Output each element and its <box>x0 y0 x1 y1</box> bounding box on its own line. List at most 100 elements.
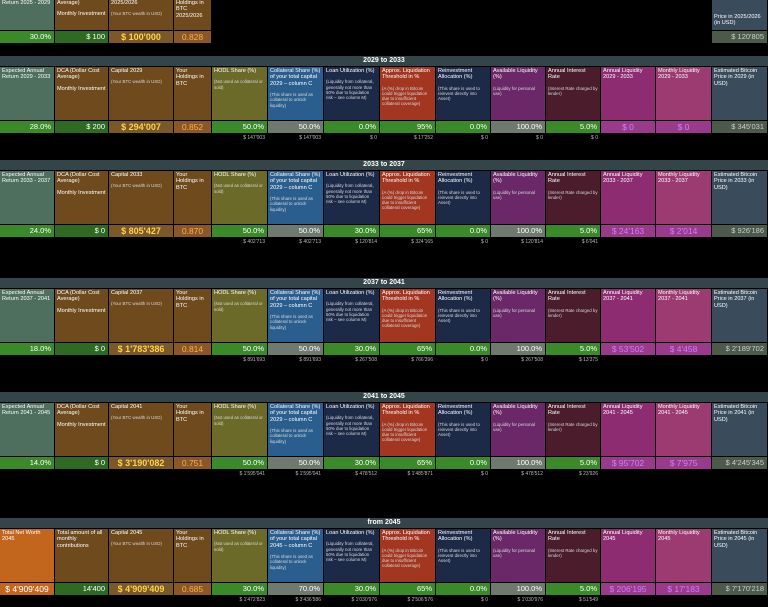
sub-value: $ 3'436'586 <box>295 597 321 603</box>
header-title: Capital 2045 <box>111 530 143 536</box>
header-title: Annual Interest Rate <box>548 68 586 81</box>
header-title: Approx. Liquidation Threshold in % <box>382 290 430 303</box>
value-cell: 30.0% <box>324 457 380 469</box>
sub-value: $ 0 <box>370 135 377 141</box>
header-cell: Annual Liquidity 2033 - 2037 <box>601 171 656 224</box>
header-note: (Interest Rate charged by lender) <box>548 547 598 559</box>
header-cell: Your Holdings in BTC <box>174 403 212 456</box>
header-cell: Your Holdings in BTC <box>174 171 212 224</box>
sub-value: $ 0 <box>481 597 488 603</box>
header-title: Annual Liquidity 2045 <box>603 530 643 543</box>
header-title: Reinvestment Allocation (%) <box>438 404 473 417</box>
value-cell: 0.814 <box>174 343 212 355</box>
header-note: (Liquidity for personal use) <box>493 85 535 97</box>
value-cell: $ 4'245'345 <box>712 457 768 469</box>
value-cell: 5.0% <box>546 225 601 237</box>
header-title: Estimated Bitcoin Price in 2045 (in USD) <box>714 530 758 549</box>
header-cell: HODL Share (%) (Not used as collateral or… <box>212 67 268 120</box>
sub-value: $ 0 <box>536 135 543 141</box>
header-cell: Annual Liquidity 2041 - 2045 <box>601 403 656 456</box>
sub-value: $ 0 <box>481 357 488 363</box>
value-cell: $ 4'458 <box>656 343 712 355</box>
header-note: (A (%) drop in Bitcoin could trigger liq… <box>382 547 428 569</box>
header-cell: Monthly Liquidity 2041 - 2045 <box>656 403 712 456</box>
header-subtitle: Monthly Investment <box>57 421 106 428</box>
section-title: 2041 to 2045 <box>0 392 768 402</box>
header-title: Your Holdings in BTC <box>176 68 204 87</box>
header-cell: Expected Annual Return 2029 - 2033 <box>0 67 55 120</box>
value-cell: 65% <box>380 225 436 237</box>
header-title: Loan Utilization (%) <box>326 404 375 410</box>
sub-value: $ 402'713 <box>299 239 321 245</box>
value-cell: 14'400 <box>55 583 109 595</box>
value-cell: 100.0% <box>491 583 546 595</box>
value-cell: 0.751 <box>174 457 212 469</box>
header-title: Expected Annual Return 2029 - 2033 <box>2 68 51 81</box>
header-title: HODL Share (%) <box>214 172 257 178</box>
header-note: (Not used as collateral or sold) <box>214 301 263 312</box>
value-cell: 30.0% <box>212 583 268 595</box>
header-title: Reinvestment Allocation (%) <box>438 290 473 303</box>
header-cell: Reinvestment Allocation (%) (This share i… <box>436 529 491 582</box>
value-cell: $ 0 <box>601 121 656 133</box>
header-cell: Loan Utilization (%) (Liquidity from coll… <box>324 403 380 456</box>
value-cell: 65% <box>380 457 436 469</box>
header-title: Available Liquidity (%) <box>493 530 538 543</box>
value-cell: $ 294'007 <box>109 121 174 133</box>
header-cell: Total amount of all monthly contribution… <box>55 529 109 582</box>
value-cell: $ 17'183 <box>656 583 712 595</box>
header-cell: Approx. Liquidation Threshold in % (A (%)… <box>380 67 436 120</box>
header-title: Loan Utilization (%) <box>326 68 375 74</box>
value-cell: 18.0% <box>0 343 55 355</box>
header-title: Return 2025 - 2029 <box>2 0 51 6</box>
header-title: Capital 2041 <box>111 404 143 410</box>
header-title: Collateral Share (%) of your total capit… <box>270 172 321 191</box>
section-title: from 2045 <box>0 518 768 528</box>
header-title: Expected Annual Return 2033 - 2037 <box>2 172 51 185</box>
header-title: Annual Interest Rate <box>548 404 586 417</box>
sub-value: $ 1'595'041 <box>239 471 265 477</box>
value-cell: 0.852 <box>174 121 212 133</box>
header-note: (This share is used to reinvest directly… <box>438 547 480 564</box>
header-cell: Estimated Bitcoin Price in 2037 (in USD) <box>712 289 768 342</box>
header-title: Available Liquidity (%) <box>493 290 538 303</box>
value-cell: 24.0% <box>0 225 55 237</box>
header-cell: HODL Share (%) (Not used as collateral or… <box>212 171 268 224</box>
header-note: (This share is used to reinvest directly… <box>438 189 480 206</box>
value-cell: $ 100 <box>55 31 109 43</box>
sub-value: $ 478'512 <box>355 471 377 477</box>
header-cell: Monthly Liquidity 2033 - 2037 <box>656 171 712 224</box>
header-subtitle: Monthly Investment <box>57 85 106 92</box>
header-cell: Annual Liquidity 2045 <box>601 529 656 582</box>
header-cell: Annual Liquidity 2029 - 2033 <box>601 67 656 120</box>
header-note: (Not used as collateral or sold) <box>214 541 263 552</box>
header-title: Capital 2029 <box>111 68 143 74</box>
header-title: Annual Liquidity 2037 - 2041 <box>603 290 643 303</box>
value-cell: 50.0% <box>212 121 268 133</box>
header-title: HODL Share (%) <box>214 404 257 410</box>
sub-value: $ 120'814 <box>355 239 377 245</box>
header-note: (Your BTC wealth in USD) <box>111 79 162 85</box>
header-cell: Your Holdings in BTC <box>174 289 212 342</box>
sub-value: $ 13'375 <box>578 357 598 363</box>
header-title: Monthly Liquidity 2045 <box>658 530 700 543</box>
section-title: 2033 to 2037 <box>0 160 768 170</box>
sub-value: $ 1'472'823 <box>239 597 265 603</box>
header-cell: Collateral Share (%) of your total capit… <box>268 289 324 342</box>
header-title: Total amount of all monthly contribution… <box>57 530 103 549</box>
header-cell: Reinvestment Allocation (%) (This share i… <box>436 67 491 120</box>
header-title: HODL Share (%) <box>214 68 257 74</box>
header-cell: Estimated Bitcoin Price in 2029 (in USD) <box>712 67 768 120</box>
header-cell: Reinvestment Allocation (%) (This share i… <box>436 171 491 224</box>
value-cell: $ 7'170'218 <box>712 583 768 595</box>
value-cell: $ 100'000 <box>109 31 174 43</box>
header-note: (Not used as collateral or sold) <box>214 79 263 90</box>
header-title: Your Holdings in BTC <box>176 530 204 549</box>
header-cell: Loan Utilization (%) (Liquidity from coll… <box>324 529 380 582</box>
value-cell: 100.0% <box>491 121 546 133</box>
sub-value: $ 891'693 <box>243 357 265 363</box>
sub-value: $ 120'814 <box>521 239 543 245</box>
header-title: Annual Liquidity 2033 - 2037 <box>603 172 643 185</box>
section-title: 2029 to 2033 <box>0 56 768 66</box>
header-note: (Liquidity for personal use) <box>493 421 535 433</box>
